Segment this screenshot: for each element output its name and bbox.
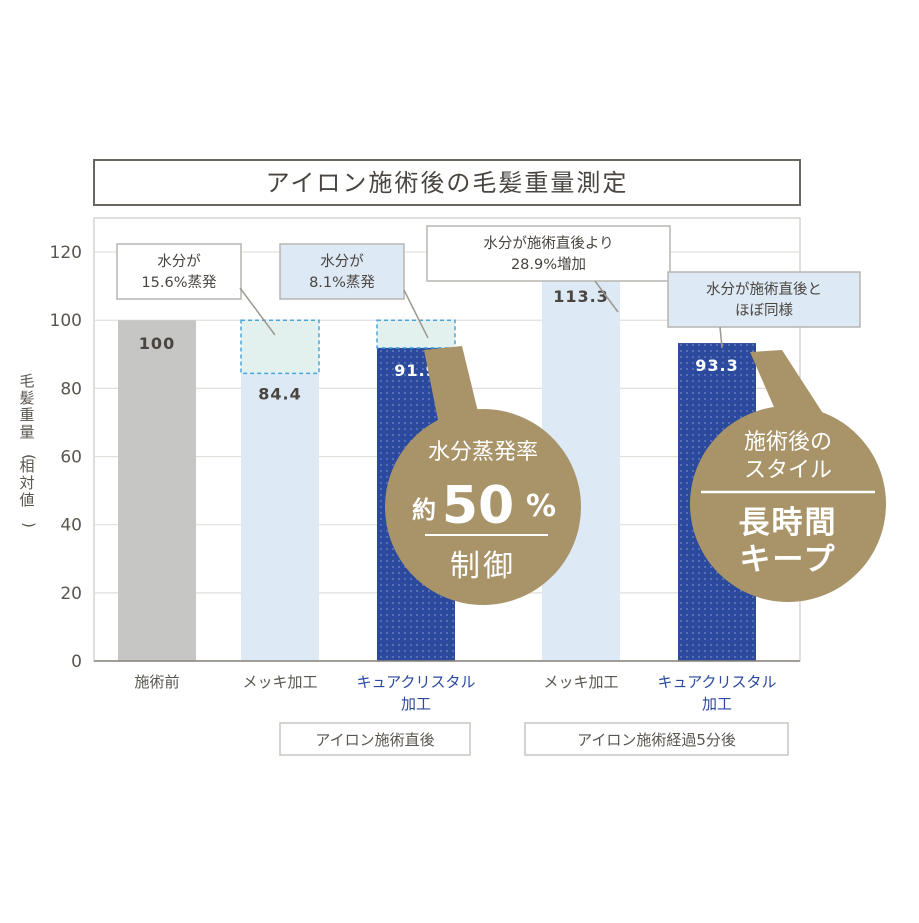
y-axis-label: 毛髪重量(相対値) (19, 372, 38, 528)
badge-text: % (526, 489, 556, 524)
callout-box (116, 243, 242, 300)
callout-pointer (594, 280, 619, 313)
badge-pointer (424, 346, 480, 430)
chart-title: アイロン施術後の毛髪重量測定 (266, 169, 629, 197)
badge-text: キープ (739, 542, 836, 578)
bar (241, 373, 319, 661)
callout-text: 28.9%増加 (511, 256, 586, 273)
bar-value-label: 84.4 (258, 384, 301, 403)
bar (118, 320, 196, 661)
evaporated-region (240, 319, 320, 375)
group-label-box (524, 722, 789, 756)
bar-value-label: 113.3 (553, 287, 609, 306)
badge-text: スタイル (744, 458, 832, 483)
badge-text: 水分蒸発率 (428, 440, 538, 465)
callout-text: 15.6%蒸発 (141, 274, 217, 291)
y-tick-label: 20 (60, 584, 82, 604)
bar-value-label: 91.9 (394, 361, 437, 380)
callout-text: 水分が (320, 253, 364, 270)
badge-text: 長時間 (739, 505, 838, 541)
title-box (93, 159, 801, 206)
y-tick-label: 80 (60, 379, 82, 399)
x-category-label: キュアクリスタル (357, 673, 476, 691)
group-label: アイロン施術直後 (315, 731, 434, 749)
callout-text: 8.1%蒸発 (309, 274, 375, 291)
callout-pointer (403, 289, 429, 339)
x-category-label: 加工 (401, 695, 431, 713)
callout-box (667, 271, 861, 328)
y-tick-label: 40 (60, 516, 82, 536)
group-label: アイロン施術経過5分後 (577, 731, 736, 749)
x-category-label: 施術前 (134, 673, 179, 691)
callout-box (279, 243, 405, 300)
group-label-box (279, 722, 471, 756)
evaporated-region (376, 319, 456, 349)
callout-text: 水分が施術直後より (483, 235, 613, 252)
badge-circle (385, 409, 581, 605)
y-tick-label: 0 (71, 652, 82, 672)
badge-value: 50 (442, 476, 514, 536)
callout-pointer (239, 287, 276, 336)
badge-text: 約 (412, 496, 436, 524)
bar-value-label: 93.3 (695, 356, 738, 375)
callout-pointer (719, 326, 723, 349)
callout-text: 水分が施術直後と (706, 281, 822, 298)
bar-value-label: 100 (139, 334, 175, 353)
badge-text: 制御 (450, 549, 516, 584)
callout-box (426, 225, 671, 282)
badge-circle (690, 406, 886, 602)
x-category-label: キュアクリスタル (658, 673, 777, 691)
x-category-label: 加工 (702, 695, 732, 713)
callout-text: 水分が (157, 253, 201, 270)
y-tick-label: 60 (60, 448, 82, 468)
y-tick-label: 100 (50, 311, 82, 331)
callout-text: ほぼ同様 (735, 302, 793, 319)
y-tick-label: 120 (50, 243, 82, 263)
badge-text: 施術後の (744, 430, 832, 455)
x-category-label: メッキ加工 (242, 673, 317, 691)
x-category-label: メッキ加工 (543, 673, 618, 691)
